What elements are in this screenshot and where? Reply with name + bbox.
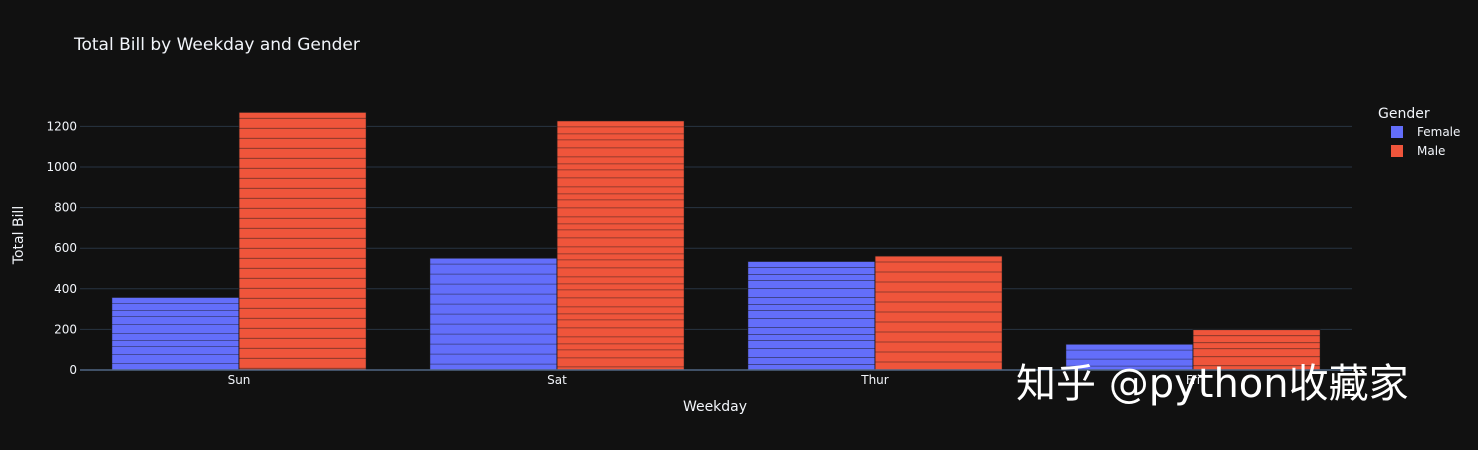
bar-sat-female[interactable] [429, 257, 558, 371]
y-axis-title: Total Bill [11, 206, 27, 265]
x-tick-label: Sat [547, 373, 567, 387]
y-tick-label: 200 [54, 322, 77, 336]
bar-thur-female[interactable] [747, 261, 876, 371]
x-axis-ticks: Sun Sat Thur Fri [228, 373, 1201, 387]
chart-title: Total Bill by Weekday and Gender [73, 35, 360, 55]
y-axis-ticks: 0 200 400 600 800 1000 1200 [46, 119, 77, 377]
y-tick-label: 800 [54, 201, 77, 215]
watermark: 知乎 @python收藏家 [1016, 361, 1409, 407]
bar-fri-male[interactable] [1192, 329, 1321, 371]
y-tick-label: 1000 [46, 160, 77, 174]
bar-fill [1065, 344, 1193, 370]
bar-sun-male[interactable] [238, 111, 367, 371]
x-tick-label: Sun [228, 373, 251, 387]
legend-label: Male [1417, 144, 1445, 158]
bar-fill [239, 112, 367, 371]
bar-sat-male[interactable] [556, 120, 685, 371]
legend-title: Gender [1378, 106, 1430, 122]
bar-fill [1193, 329, 1321, 370]
y-tick-label: 600 [54, 241, 77, 255]
legend-item-female[interactable]: Female [1391, 125, 1460, 139]
y-tick-label: 0 [69, 363, 77, 377]
legend-item-male[interactable]: Male [1391, 144, 1445, 158]
bar-fill [557, 120, 685, 371]
y-tick-label: 400 [54, 282, 77, 296]
legend[interactable]: Gender Female Male [1378, 106, 1460, 158]
y-tick-label: 1200 [46, 119, 77, 133]
bar-fill [747, 261, 875, 370]
bar-fill [875, 256, 1003, 370]
legend-label: Female [1417, 125, 1460, 139]
x-axis-title: Weekday [683, 399, 747, 415]
legend-swatch [1391, 145, 1403, 157]
x-tick-label: Thur [860, 373, 889, 387]
legend-swatch [1391, 126, 1403, 138]
x-tick-label: Fri [1186, 373, 1200, 387]
bar-thur-male[interactable] [874, 255, 1003, 371]
bars [80, 111, 1352, 371]
bar-sun-female[interactable] [111, 296, 240, 371]
